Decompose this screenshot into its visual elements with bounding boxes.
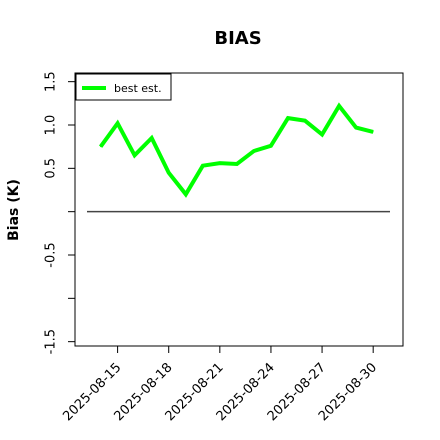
- y-tick-label: -0.5: [44, 242, 59, 267]
- data-point: [304, 120, 306, 122]
- data-point: [236, 163, 238, 165]
- legend: best est.: [75, 73, 172, 101]
- data-point: [151, 137, 153, 139]
- y-axis: -1.5 -0.5 0.5 1.0 1.5: [44, 71, 75, 354]
- data-point: [100, 146, 102, 148]
- data-point: [185, 193, 187, 195]
- data-point: [117, 122, 119, 124]
- series-line-best-est: [98, 102, 374, 198]
- y-tick-label: -1.5: [44, 329, 59, 354]
- data-point: [253, 150, 255, 152]
- y-tick-label: 0.5: [44, 158, 59, 179]
- data-point: [287, 117, 289, 119]
- data-point: [321, 134, 323, 136]
- y-tick-label: 1.0: [44, 115, 59, 136]
- x-axis: 2025-08-152025-08-182025-08-212025-08-24…: [60, 346, 380, 424]
- data-point: [355, 127, 357, 129]
- plot-frame: [74, 72, 404, 347]
- data-point: [168, 172, 170, 174]
- chart-title: BIAS: [214, 28, 261, 49]
- data-point: [338, 105, 340, 107]
- data-point: [219, 162, 221, 164]
- data-point: [270, 145, 272, 147]
- legend-label: best est.: [114, 82, 162, 95]
- data-point: [134, 154, 136, 156]
- y-axis-label: Bias (K): [6, 179, 22, 241]
- data-point: [202, 165, 204, 167]
- data-point: [372, 131, 374, 133]
- y-tick-label: 1.5: [44, 71, 59, 92]
- series-layer: [98, 102, 374, 198]
